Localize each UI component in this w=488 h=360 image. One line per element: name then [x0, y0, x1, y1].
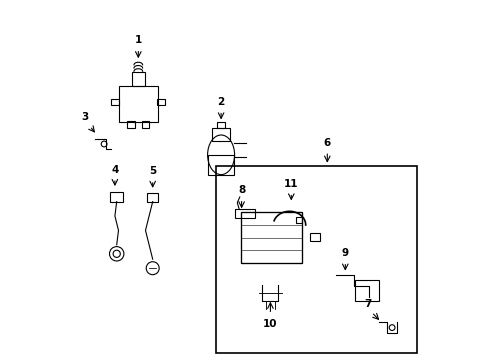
Bar — [354, 280, 379, 301]
Text: 1: 1 — [134, 35, 142, 45]
Bar — [217, 122, 224, 128]
Text: 4: 4 — [111, 165, 119, 175]
Bar — [235, 209, 255, 218]
Bar — [110, 192, 123, 202]
Text: 11: 11 — [284, 179, 298, 189]
Text: 10: 10 — [263, 319, 277, 329]
Bar — [212, 128, 230, 141]
Text: 6: 6 — [323, 138, 330, 148]
Bar — [309, 233, 320, 241]
Bar — [241, 212, 302, 263]
Text: 3: 3 — [81, 112, 89, 122]
Text: 2: 2 — [217, 97, 224, 107]
Bar — [215, 166, 416, 353]
Text: 8: 8 — [238, 185, 245, 195]
Bar — [295, 217, 302, 223]
Bar — [111, 99, 119, 105]
Bar — [118, 86, 158, 122]
Bar — [147, 193, 158, 202]
Bar — [127, 121, 134, 128]
Text: 5: 5 — [149, 166, 156, 176]
Bar — [157, 99, 165, 105]
Bar — [132, 72, 144, 86]
Text: 7: 7 — [364, 298, 371, 309]
Bar — [142, 121, 149, 128]
Bar — [207, 155, 234, 175]
Text: 9: 9 — [341, 248, 348, 258]
